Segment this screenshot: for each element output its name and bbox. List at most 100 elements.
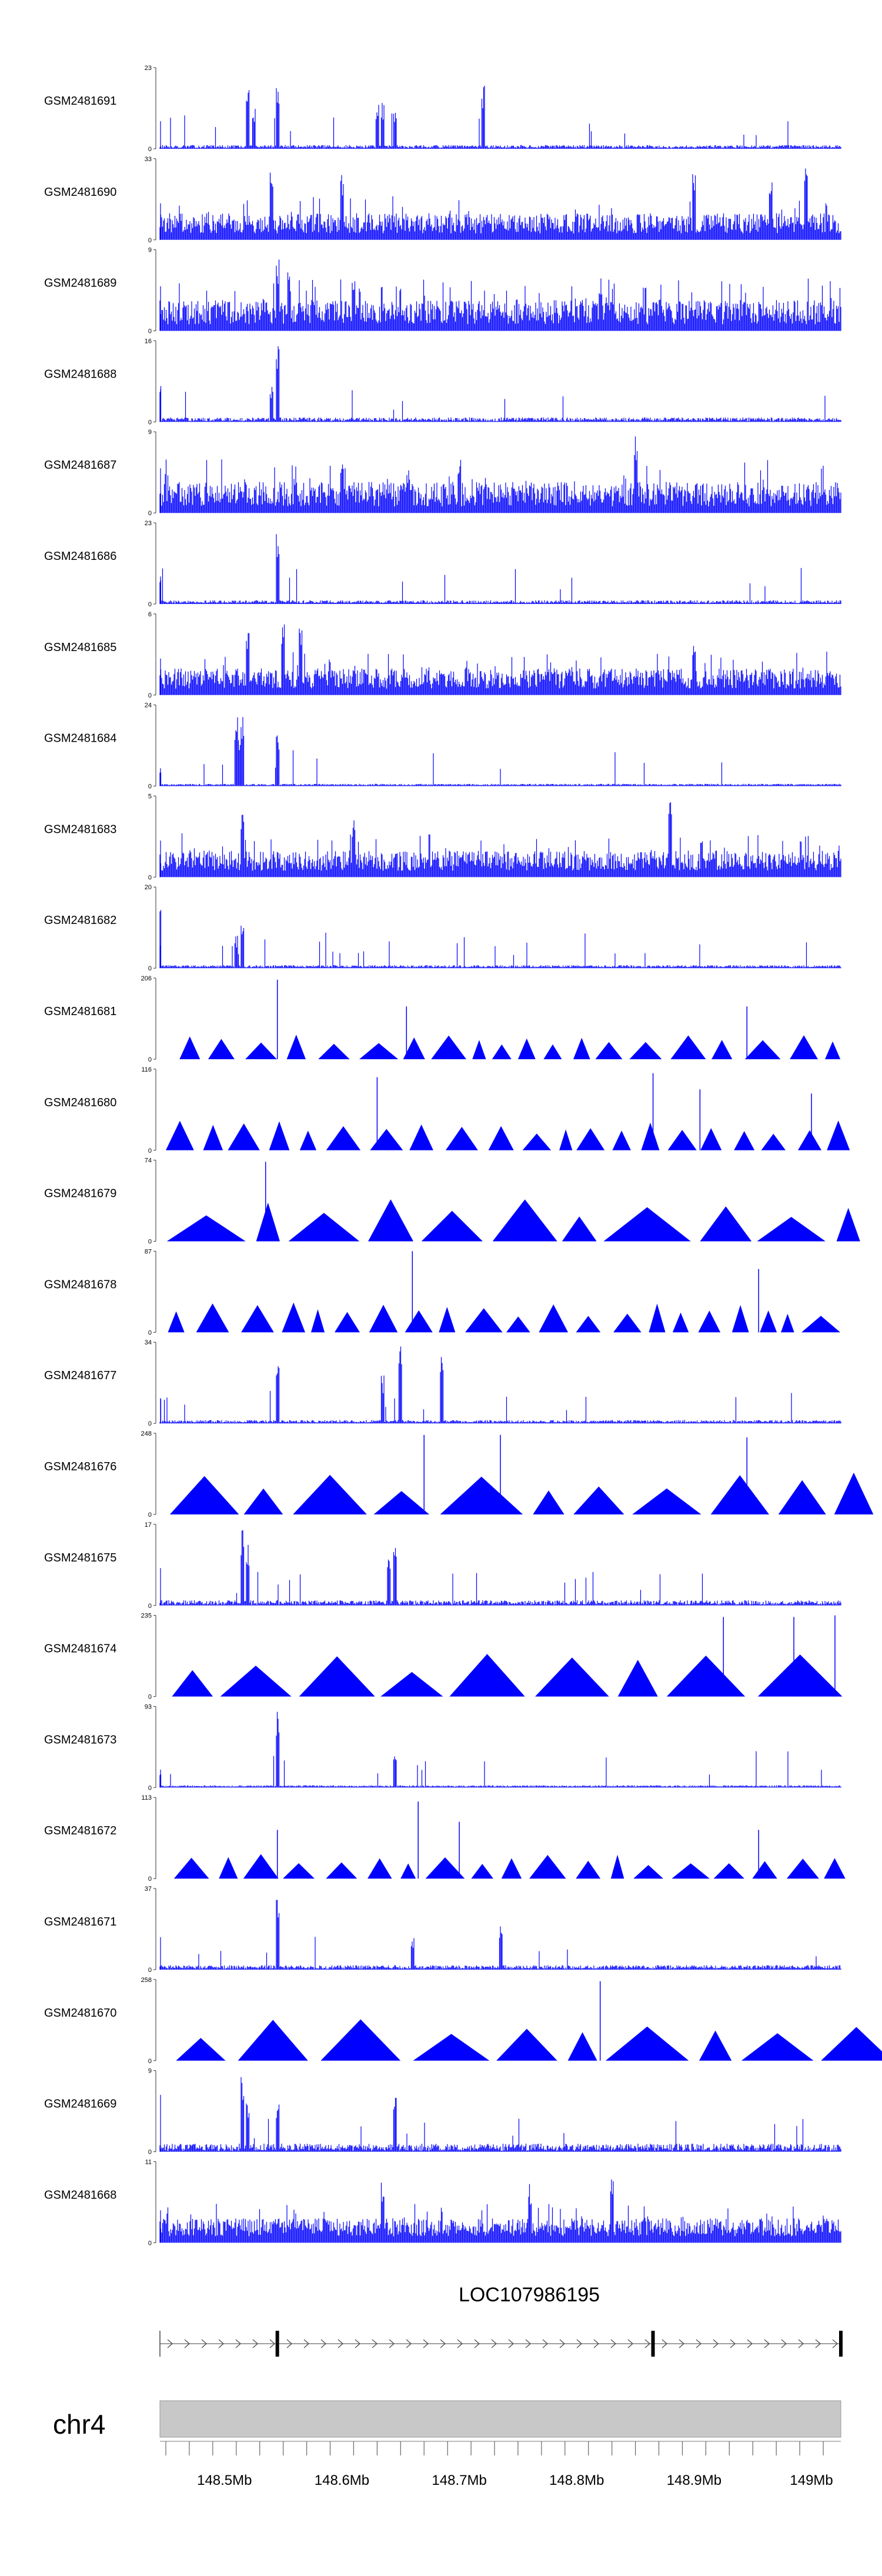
- y-axis-max-label: 6: [148, 611, 152, 618]
- coverage-tracks: GSM2481691230GSM2481690330GSM248168990GS…: [44, 65, 882, 2247]
- y-axis-max-label: 23: [145, 65, 152, 72]
- coverage-peaks: [276, 979, 748, 1059]
- track-label: GSM2481677: [44, 1369, 116, 1382]
- chromosome-ideogram: [159, 2400, 841, 2438]
- gene-name: LOC107986195: [459, 2284, 600, 2306]
- y-axis-max-label: 5: [148, 793, 152, 800]
- y-axis-max-label: 16: [145, 338, 152, 345]
- y-axis-max-label: 11: [145, 2158, 152, 2165]
- track-label: GSM2481681: [44, 1005, 116, 1018]
- y-axis-min-label: 0: [148, 2149, 152, 2156]
- track-label: GSM2481688: [44, 368, 116, 381]
- y-axis-max-label: 33: [145, 156, 152, 163]
- track-GSM2481691: GSM2481691 23 0: [44, 65, 841, 153]
- track-GSM2481684: GSM2481684 24 0: [44, 702, 841, 790]
- y-axis-max-label: 9: [148, 2068, 152, 2075]
- y-axis-min-label: 0: [148, 1239, 152, 1246]
- coverage-signal: [159, 534, 841, 604]
- coverage-signal: [159, 346, 841, 422]
- coverage-area: [160, 1472, 874, 1514]
- track-label: GSM2481670: [44, 2007, 116, 2020]
- coverage-area: [160, 1199, 860, 1242]
- track-label: GSM2481685: [44, 641, 116, 654]
- y-axis-max-label: 74: [145, 1157, 152, 1164]
- coverage-area: [160, 1854, 846, 1879]
- x-tick-label: 148.8Mb: [549, 2472, 604, 2488]
- y-axis-max-label: 17: [145, 1521, 152, 1529]
- track-GSM2481683: GSM2481683 5 0: [44, 793, 841, 881]
- coverage-area: [160, 1302, 840, 1333]
- chromosome-axis-track: chr4 148.5Mb 148.6Mb 148.7Mb 148.8Mb 148.9Mb 1…: [53, 2400, 841, 2488]
- coverage-area: [160, 2019, 882, 2061]
- track-label: GSM2481673: [44, 1733, 116, 1746]
- y-axis-min-label: 0: [148, 1603, 152, 1610]
- y-axis-min-label: 0: [148, 1967, 152, 1974]
- y-axis-max-label: 87: [145, 1248, 152, 1255]
- track-GSM2481685: GSM2481685 6 0: [44, 611, 841, 699]
- track-GSM2481671: GSM2481671 37 0: [44, 1886, 841, 1974]
- track-GSM2481680: GSM2481680 116 0: [44, 1066, 850, 1154]
- track-GSM2481677: GSM2481677 34 0: [44, 1339, 841, 1427]
- track-GSM2481674: GSM2481674 235 0: [44, 1613, 843, 1701]
- y-axis-min-label: 0: [148, 1056, 152, 1063]
- coverage-signal: [159, 1346, 841, 1424]
- coverage-signal: [159, 1900, 841, 1970]
- y-axis-min-label: 0: [148, 237, 152, 244]
- coverage-signal: [159, 259, 841, 331]
- track-label: GSM2481671: [44, 1916, 116, 1928]
- coverage-signal: [159, 168, 841, 240]
- x-tick-label: 148.7Mb: [432, 2472, 486, 2488]
- coverage-signal: [159, 802, 841, 877]
- coverage-area: [160, 1654, 843, 1697]
- track-GSM2481676: GSM2481676 248 0: [44, 1430, 874, 1519]
- track-label: GSM2481668: [44, 2188, 116, 2201]
- x-tick-label: 148.5Mb: [197, 2472, 252, 2488]
- track-label: GSM2481675: [44, 1551, 116, 1564]
- track-GSM2481681: GSM2481681 206 0: [44, 975, 841, 1063]
- coverage-signal: [159, 717, 841, 786]
- track-label: GSM2481683: [44, 823, 116, 836]
- y-axis-min-label: 0: [148, 1784, 152, 1791]
- track-label: GSM2481679: [44, 1187, 116, 1200]
- y-axis-min-label: 0: [148, 1694, 152, 1701]
- y-axis-min-label: 0: [148, 783, 152, 790]
- track-label: GSM2481674: [44, 1643, 116, 1656]
- y-axis-max-label: 23: [145, 520, 152, 527]
- strand-arrows: [167, 2339, 838, 2348]
- y-axis-max-label: 9: [148, 247, 152, 254]
- y-axis-min-label: 0: [148, 510, 152, 517]
- y-axis-min-label: 0: [148, 601, 152, 608]
- y-axis-max-label: 93: [145, 1703, 152, 1710]
- exon: [651, 2331, 655, 2357]
- track-GSM2481687: GSM2481687 9 0: [44, 429, 841, 517]
- y-axis-min-label: 0: [148, 328, 152, 335]
- y-axis-max-label: 248: [141, 1430, 152, 1437]
- track-GSM2481673: GSM2481673 93 0: [44, 1703, 841, 1791]
- coverage-signal: [159, 2077, 841, 2152]
- track-GSM2481686: GSM2481686 23 0: [44, 520, 841, 608]
- coverage-peaks: [423, 1434, 748, 1514]
- track-GSM2481678: GSM2481678 87 0: [44, 1248, 840, 1336]
- y-axis-max-label: 235: [141, 1613, 152, 1620]
- track-label: GSM2481672: [44, 1824, 116, 1837]
- track-label: GSM2481689: [44, 277, 116, 290]
- y-axis-min-label: 0: [148, 1329, 152, 1336]
- y-axis-max-label: 24: [145, 702, 152, 709]
- exon: [839, 2331, 843, 2357]
- track-label: GSM2481686: [44, 550, 116, 563]
- y-axis-max-label: 206: [141, 975, 152, 982]
- coverage-signal: [159, 910, 841, 969]
- track-GSM2481668: GSM2481668 11 0: [44, 2158, 841, 2247]
- coverage-signal: [159, 436, 841, 513]
- track-label: GSM2481678: [44, 1278, 116, 1291]
- coverage-peaks: [276, 1801, 759, 1879]
- y-axis-max-label: 9: [148, 429, 152, 436]
- y-axis-min-label: 0: [148, 692, 152, 699]
- track-label: GSM2481684: [44, 732, 116, 745]
- track-GSM2481675: GSM2481675 17 0: [44, 1521, 841, 1610]
- x-tick-label: 149Mb: [790, 2472, 833, 2488]
- track-GSM2481670: GSM2481670 258 0: [44, 1977, 882, 2065]
- track-label: GSM2481687: [44, 459, 116, 472]
- track-label: GSM2481669: [44, 2098, 116, 2111]
